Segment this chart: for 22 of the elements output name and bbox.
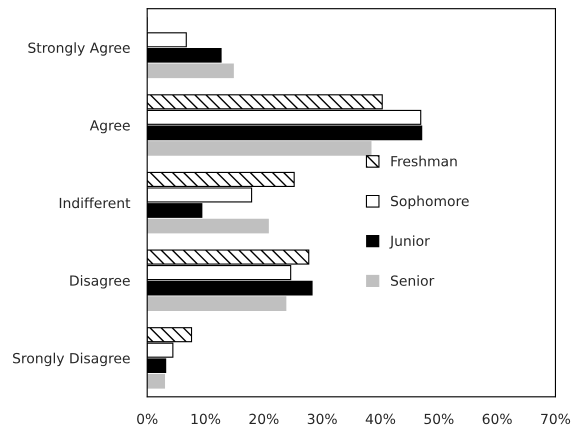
x-tick-label: 60% [482, 414, 512, 424]
bar [147, 63, 234, 78]
x-tick-label: 70% [541, 414, 570, 424]
bar [147, 296, 286, 311]
y-tick-label: Disagree [70, 275, 130, 289]
x-tick-label: 0% [137, 414, 158, 424]
legend-label: Junior [389, 235, 430, 249]
legend-label: Freshman [391, 156, 457, 166]
bar [147, 374, 166, 389]
legend-label: Senior [390, 275, 434, 286]
x-tick-label: 40% [366, 414, 396, 424]
bar [147, 218, 269, 234]
x-tick-label: 10% [192, 414, 220, 424]
x-tick-label: 30% [308, 414, 337, 424]
legend-label: Sophomore [390, 196, 469, 209]
x-tick-label: 50% [424, 414, 454, 424]
x-tick-label: 20% [249, 414, 279, 424]
y-tick-label: Agree [90, 120, 130, 134]
y-tick-label: Indifferent [60, 197, 130, 208]
y-tick-label: Srongly Disagree [13, 352, 130, 366]
y-tick-label: Strongly Agree [28, 42, 130, 56]
bar [147, 141, 372, 156]
